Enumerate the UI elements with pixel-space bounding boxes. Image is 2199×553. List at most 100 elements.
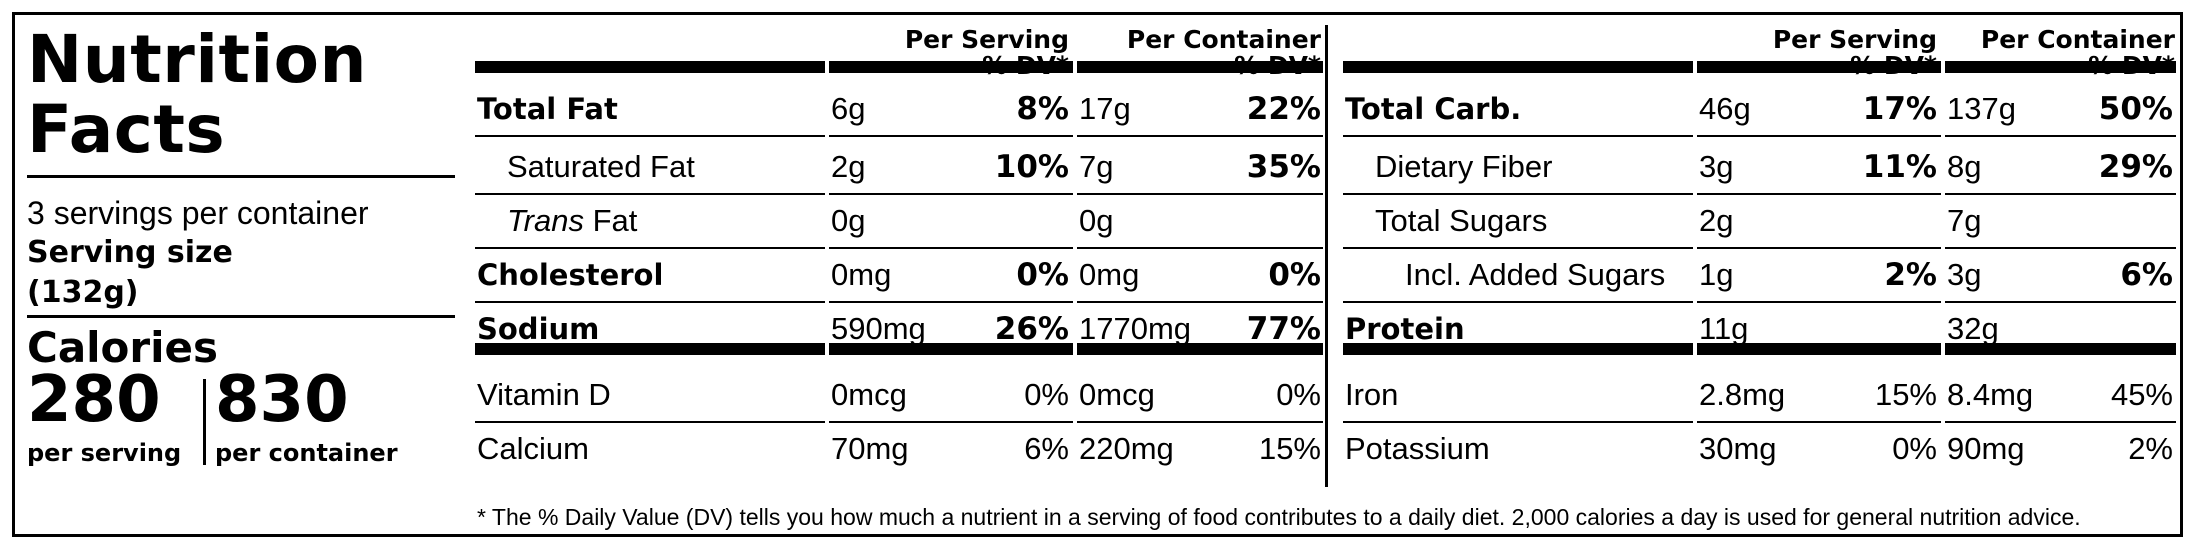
row-rule — [1077, 135, 1323, 137]
container-amount: 0g — [1079, 203, 1114, 238]
container-amount: 1770mg — [1079, 311, 1192, 346]
thick-rule — [1343, 61, 1693, 73]
row-rule — [475, 193, 825, 195]
row-rule — [829, 421, 1073, 423]
serving-amount: 2.8mg — [1699, 377, 1786, 412]
nutrient-name-italic: Trans — [507, 203, 584, 238]
serving-amount: 2g — [831, 149, 866, 184]
nutrient-name-text: Fat — [592, 203, 638, 238]
serving-amount: 6g — [831, 91, 866, 126]
left-nutrient-table: Per Serving % DV* Per Container % DV* To… — [15, 15, 1325, 495]
container-dv: 6% — [2120, 257, 2173, 293]
serving-size-label: Serving size — [27, 235, 233, 270]
row-rule — [1697, 421, 1941, 423]
serving-dv — [1787, 193, 1937, 249]
thick-rule — [829, 61, 1073, 73]
container-dv: 77% — [1246, 311, 1321, 347]
thick-rule — [1077, 343, 1323, 355]
container-amount: 8.4mg — [1947, 377, 2034, 412]
serving-amount: 46g — [1699, 91, 1751, 126]
nutrient-name: Cholesterol — [477, 258, 664, 292]
serving-dv: 0% — [1892, 431, 1937, 466]
footnote: * The % Daily Value (DV) tells you how m… — [477, 504, 2081, 530]
nutrient-name: Total Sugars — [1375, 203, 1548, 238]
nutrient-name: Potassium — [1345, 431, 1490, 466]
title: Nutrition Facts — [27, 25, 367, 165]
nutrient-name: Total Fat — [477, 92, 618, 126]
container-dv: 15% — [1258, 431, 1321, 466]
container-dv: 35% — [1246, 149, 1321, 185]
divider — [27, 175, 455, 178]
nutrient-name: Dietary Fiber — [1375, 149, 1553, 184]
calories-divider — [203, 379, 206, 465]
thick-rule — [1697, 343, 1941, 355]
row-rule — [1697, 135, 1941, 137]
nutrient-name: Calcium — [477, 431, 589, 466]
nutrient-name: Incl. Added Sugars — [1405, 257, 1666, 292]
serving-dv: 17% — [1862, 91, 1937, 127]
serving-dv: 0% — [1024, 377, 1069, 412]
row-rule — [829, 135, 1073, 137]
serving-amount: 30mg — [1699, 431, 1777, 466]
container-amount: 3g — [1947, 257, 1982, 292]
container-amount: 7g — [1947, 203, 1982, 238]
serving-dv: 15% — [1874, 377, 1937, 412]
serving-dv: 26% — [994, 311, 1069, 347]
per-container-label: per container — [215, 439, 398, 467]
serving-amount: 0mcg — [831, 377, 907, 412]
container-dv: 45% — [2110, 377, 2173, 412]
header-per-serving: Per Serving % DV* — [1695, 27, 1937, 79]
serving-amount: 11g — [1699, 311, 1749, 346]
serving-amount: 3g — [1699, 149, 1734, 184]
thick-rule — [829, 343, 1073, 355]
container-amount: 7g — [1079, 149, 1114, 184]
row-rule — [475, 421, 825, 423]
container-dv: 50% — [2098, 91, 2173, 127]
row-rule — [829, 247, 1073, 249]
servings-per-container: 3 servings per container — [27, 195, 369, 231]
row-rule — [1077, 301, 1323, 303]
header-per-container-title: Per Container — [1126, 25, 1321, 54]
nutrition-label: Nutrition Facts 3 servings per container… — [12, 12, 2183, 537]
nutrient-name: Sodium — [477, 312, 600, 346]
row-rule — [1697, 301, 1941, 303]
row-rule — [1077, 193, 1323, 195]
row-rule — [1343, 135, 1693, 137]
container-amount: 8g — [1947, 149, 1982, 184]
serving-dv: 10% — [994, 149, 1069, 185]
container-amount: 32g — [1947, 311, 1999, 346]
nutrient-name: Trans Fat — [507, 193, 637, 249]
nutrient-name: Protein — [1345, 312, 1465, 346]
header-per-serving-title: Per Serving — [1772, 25, 1937, 54]
row-rule — [1945, 247, 2176, 249]
serving-dv: 2% — [1884, 257, 1937, 293]
header-per-container-title: Per Container — [1980, 25, 2175, 54]
serving-amount: 70mg — [831, 431, 909, 466]
header-per-serving-title: Per Serving — [904, 25, 1069, 54]
serving-dv: 6% — [1024, 431, 1069, 466]
row-rule — [829, 193, 1073, 195]
container-dv: 2% — [2128, 431, 2173, 466]
container-amount: 0mg — [1079, 257, 1140, 292]
row-rule — [1343, 301, 1693, 303]
per-serving-label: per serving — [27, 439, 182, 467]
serving-dv — [1787, 301, 1937, 357]
row-rule — [1945, 421, 2176, 423]
nutrient-name: Total Carb. — [1345, 92, 1522, 126]
container-amount: 0mcg — [1079, 377, 1155, 412]
container-dv: 29% — [2098, 149, 2173, 185]
serving-amount: 0g — [831, 203, 866, 238]
row-rule — [829, 301, 1073, 303]
serving-amount: 0mg — [831, 257, 892, 292]
thick-rule — [475, 343, 825, 355]
center-divider — [1325, 25, 1328, 487]
row-rule — [475, 135, 825, 137]
container-amount: 220mg — [1079, 431, 1174, 466]
nutrient-name: Saturated Fat — [507, 149, 695, 184]
right-nutrient-table: Per Serving % DV* Per Container % DV* To… — [15, 15, 2186, 495]
serving-dv: 8% — [1016, 91, 1069, 127]
divider — [27, 315, 455, 318]
container-amount: 137g — [1947, 91, 2016, 126]
container-amount: 17g — [1079, 91, 1131, 126]
row-rule — [1945, 301, 2176, 303]
